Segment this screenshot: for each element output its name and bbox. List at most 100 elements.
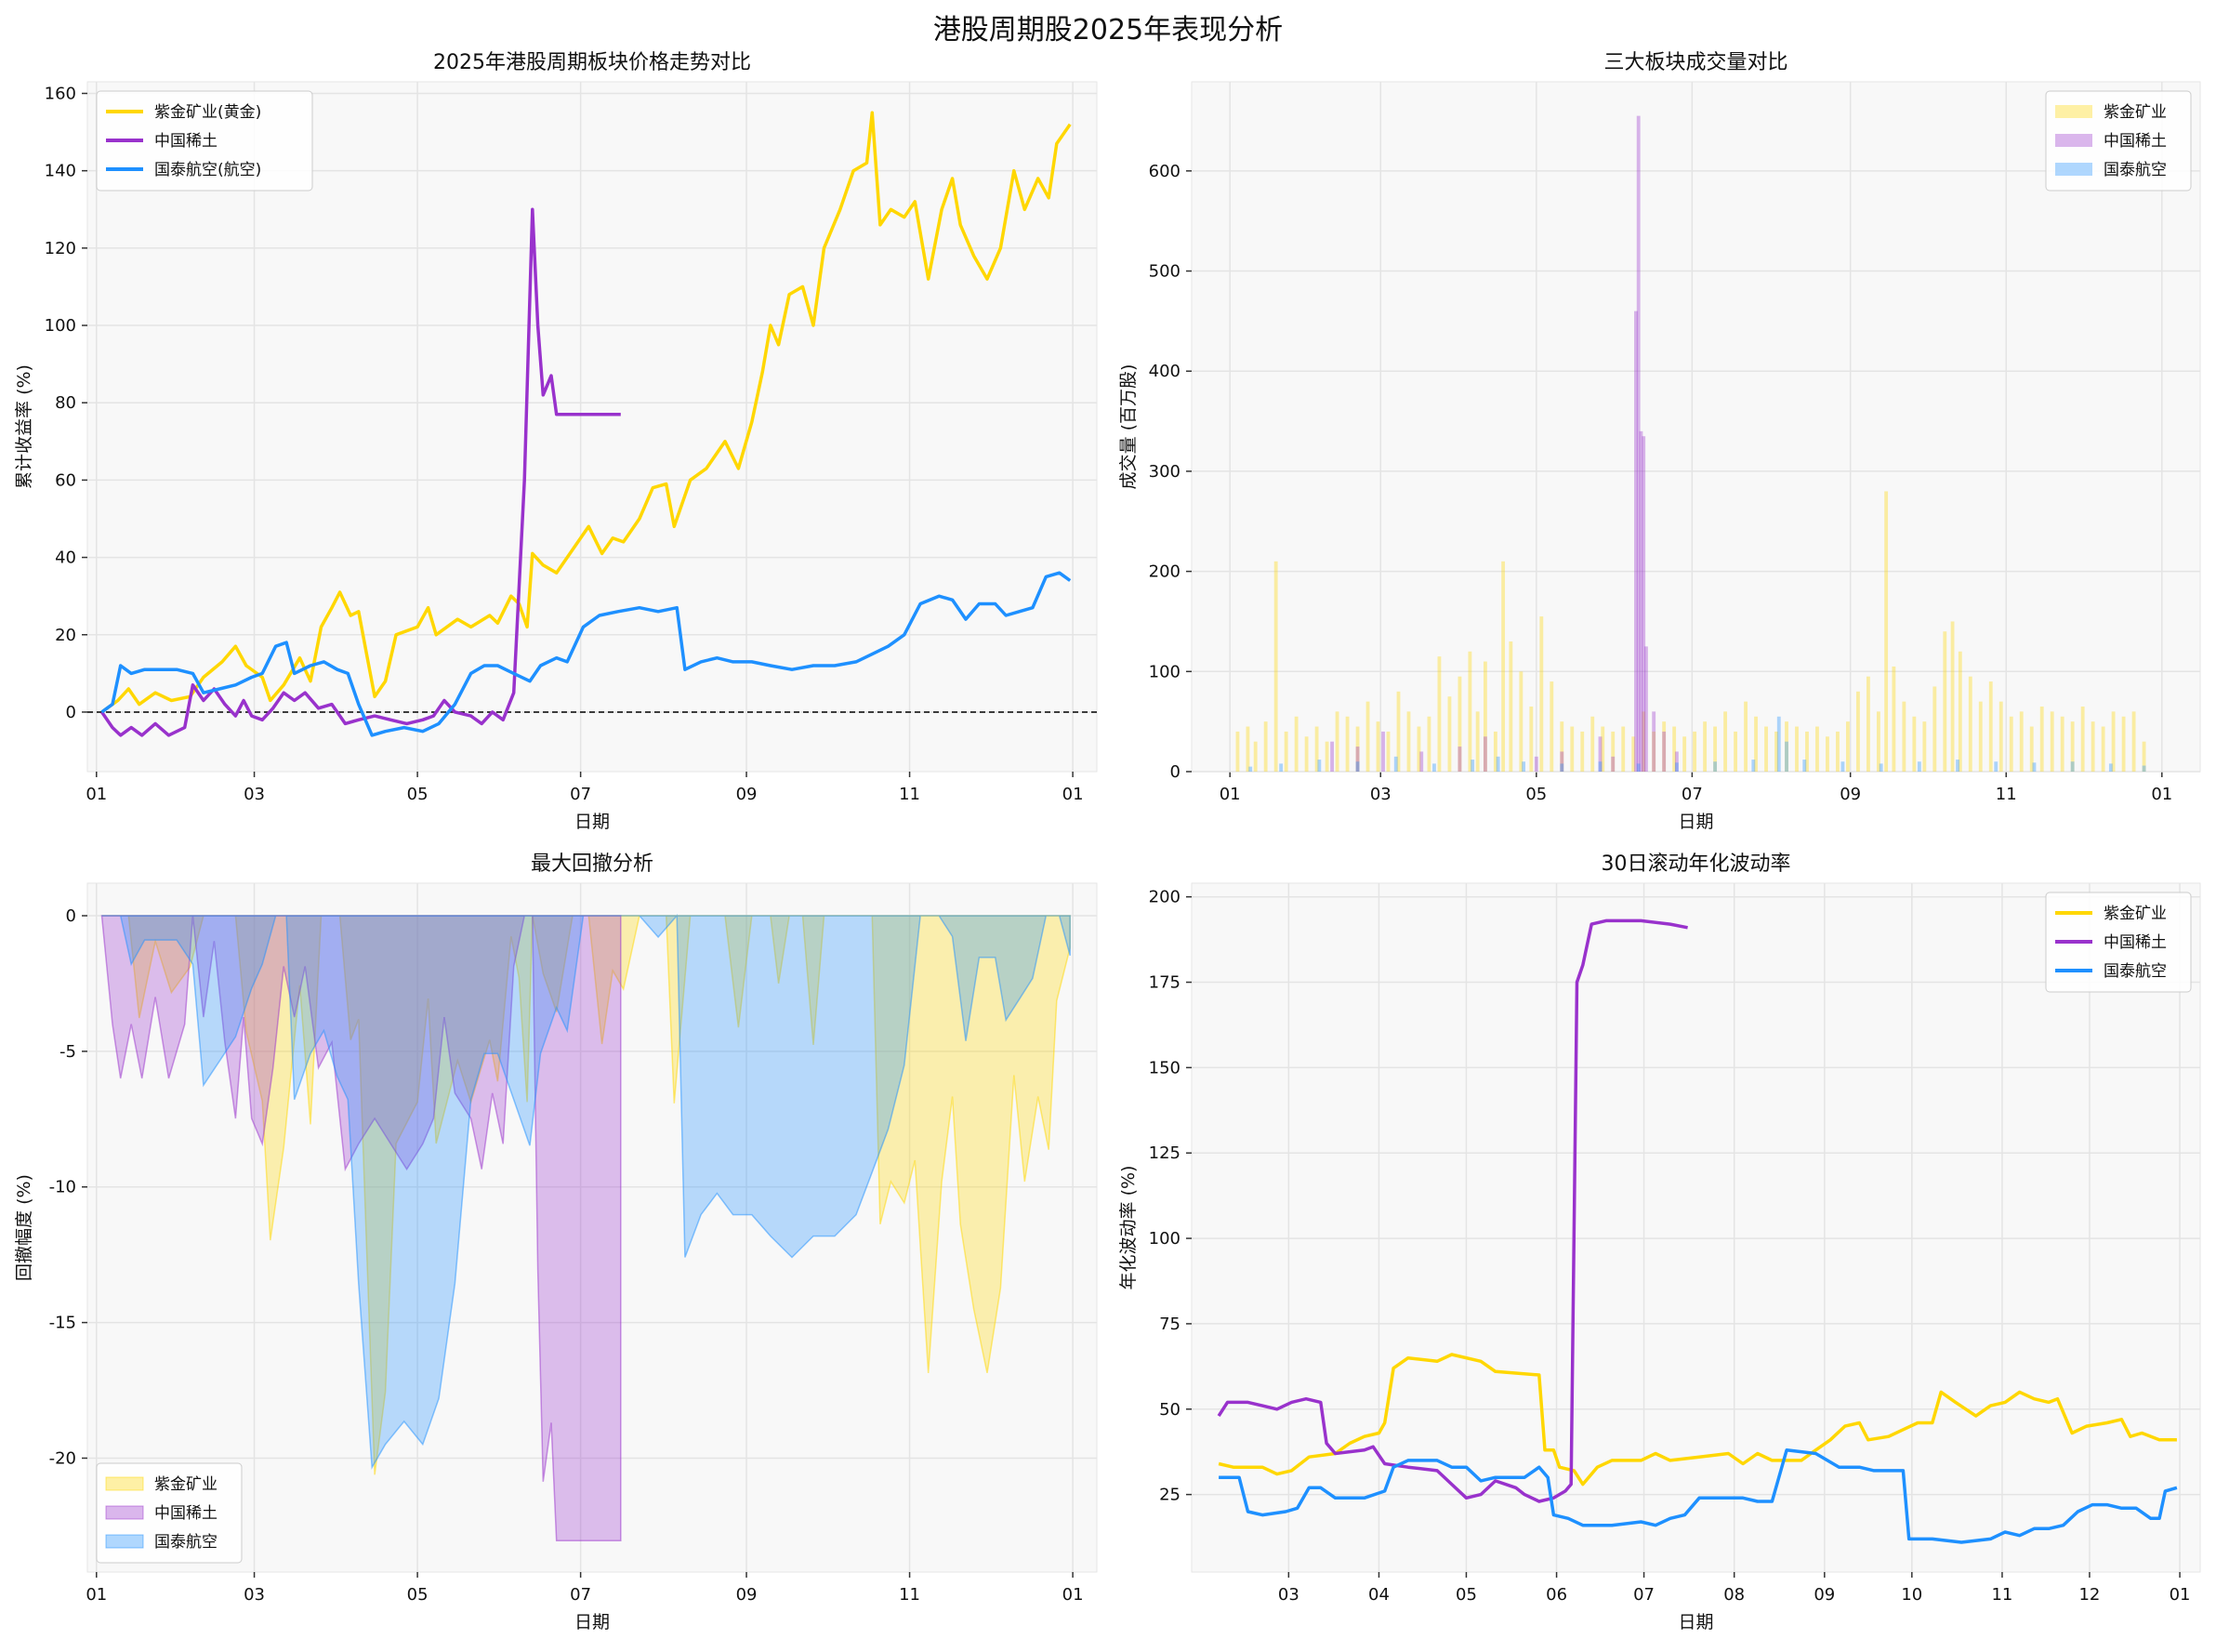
bar — [1330, 741, 1334, 772]
legend-label: 中国稀土 — [154, 1504, 218, 1523]
legend-label: 紫金矿业 — [2104, 905, 2167, 923]
chart-title: 30日滚动年化波动率 — [1602, 852, 1791, 876]
bar — [1598, 761, 1603, 772]
x-tick-label: 07 — [1682, 785, 1703, 804]
legend-swatch-cathay — [2055, 163, 2092, 176]
bar — [1432, 763, 1436, 772]
legend-label: 紫金矿业(黄金) — [154, 103, 261, 122]
bar — [1662, 721, 1667, 772]
bar — [1534, 756, 1538, 772]
bar — [1968, 676, 1972, 772]
chart-title: 最大回撤分析 — [531, 852, 653, 876]
y-tick-label: -5 — [59, 1042, 76, 1062]
y-tick-label: 50 — [1159, 1400, 1181, 1420]
bar — [1636, 115, 1641, 772]
x-tick-label: 03 — [244, 1585, 265, 1605]
bar — [1795, 726, 1799, 772]
chart-title: 2025年港股周期板块价格走势对比 — [433, 51, 751, 74]
drawdown-area-rare — [100, 915, 622, 1542]
y-tick-label: 120 — [45, 239, 76, 258]
bar — [1317, 760, 1322, 772]
bar — [1751, 760, 1756, 772]
bar — [1437, 656, 1442, 772]
bar-series-zijin — [1235, 491, 2146, 772]
x-tick-label: 11 — [899, 785, 920, 804]
legend-label: 紫金矿业 — [2104, 103, 2167, 122]
y-tick-label: -20 — [49, 1448, 76, 1468]
x-tick-label: 08 — [1723, 1585, 1745, 1605]
legend-swatch-cathay — [105, 1534, 144, 1549]
bar — [1642, 436, 1646, 772]
bar — [1672, 726, 1677, 772]
x-tick-label: 12 — [2078, 1585, 2100, 1605]
bar — [1884, 491, 1889, 772]
x-axis-label: 日期 — [574, 812, 610, 832]
legend-box — [96, 1462, 243, 1564]
bar — [1950, 621, 1955, 772]
y-tick-label: 0 — [66, 703, 76, 722]
bar — [1932, 686, 1937, 772]
bar — [2091, 721, 2095, 772]
bar — [1652, 711, 1656, 772]
bar — [1284, 731, 1288, 772]
legend-swatch-rare — [105, 1505, 144, 1520]
bar — [1662, 731, 1667, 772]
bar — [1248, 766, 1253, 772]
bar — [2121, 716, 2126, 772]
bar — [2070, 761, 2075, 772]
legend-swatch-zijin — [2055, 105, 2092, 118]
bar — [1294, 716, 1299, 772]
x-tick-label: 03 — [244, 785, 265, 804]
x-tick-label: 05 — [1456, 1585, 1477, 1605]
series-line-cathay — [100, 571, 1072, 737]
x-tick-label: 07 — [570, 1585, 591, 1605]
bar — [1917, 761, 1921, 772]
legend-box — [2045, 892, 2192, 993]
bar — [1892, 666, 1896, 772]
y-tick-label: 400 — [1149, 362, 1181, 381]
bar — [1943, 631, 1947, 772]
bar — [1273, 561, 1278, 772]
bar — [2050, 711, 2054, 772]
x-axis-label: 日期 — [574, 1612, 610, 1632]
bar — [2142, 765, 2146, 772]
bar — [1723, 711, 1728, 772]
bar — [1598, 736, 1603, 772]
bar — [1345, 716, 1350, 772]
y-axis-label: 累计收益率 (%) — [14, 364, 34, 489]
y-tick-label: 300 — [1149, 462, 1181, 482]
legend-box — [2045, 90, 2192, 192]
bar — [1734, 731, 1737, 772]
bar — [1335, 711, 1339, 772]
bar — [1355, 761, 1360, 772]
y-tick-label: 100 — [45, 316, 76, 336]
bar — [1355, 726, 1360, 772]
bar — [1458, 747, 1462, 772]
x-tick-label: 01 — [86, 1585, 107, 1605]
legend-label: 中国稀土 — [2104, 132, 2167, 151]
bar — [1560, 751, 1564, 772]
bar — [1365, 701, 1370, 772]
x-tick-label: 05 — [1525, 785, 1547, 804]
y-tick-label: 150 — [1149, 1058, 1181, 1077]
y-tick-label: 60 — [55, 470, 76, 490]
bar — [1381, 731, 1385, 772]
bar — [1826, 736, 1829, 772]
bar — [1639, 430, 1643, 772]
bar — [1253, 741, 1258, 772]
x-axis-label: 日期 — [1678, 812, 1713, 832]
y-tick-label: 40 — [55, 548, 76, 568]
bar — [1560, 721, 1564, 772]
chart-title: 三大板块成交量对比 — [1603, 51, 1787, 74]
bar — [2111, 711, 2116, 772]
bar — [1674, 751, 1679, 772]
bar — [1570, 726, 1575, 772]
bar — [1815, 726, 1819, 772]
bar — [1539, 616, 1544, 772]
bar — [2032, 762, 2037, 772]
x-tick-label: 11 — [1991, 1585, 2012, 1605]
y-tick-label: 200 — [1149, 888, 1181, 907]
legend-label: 国泰航空 — [2104, 161, 2167, 179]
